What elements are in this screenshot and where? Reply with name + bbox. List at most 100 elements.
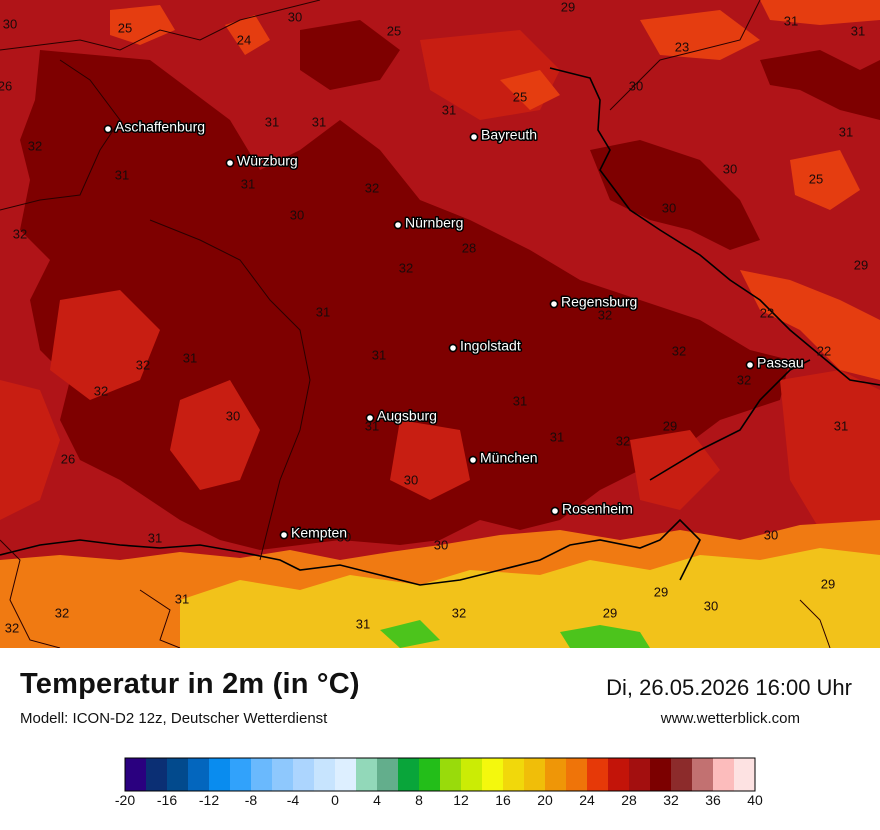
- legend-swatch: [503, 758, 525, 791]
- warm-zone: [780, 370, 880, 540]
- cities-layer: Aschaffenburg Würzburg Bayreuth Nürnberg Reg…: [103, 117, 805, 542]
- temperature-value: 32: [94, 383, 108, 398]
- temperature-value: 30: [434, 537, 448, 552]
- legend-tick-label: 40: [747, 792, 763, 808]
- city-marker: Kempten: [279, 523, 349, 542]
- city-dot: [103, 124, 113, 134]
- city-dot: [550, 506, 560, 516]
- legend-swatch: [419, 758, 441, 791]
- temperature-value: 30: [3, 16, 17, 31]
- legend-swatch: [293, 758, 315, 791]
- city-label: Regensburg: [561, 294, 637, 310]
- city-marker: München: [468, 448, 539, 467]
- legend-swatch: [167, 758, 189, 791]
- orange-zone: [740, 270, 880, 380]
- city-marker: Augsburg: [365, 406, 438, 425]
- legend-swatch: [125, 758, 147, 791]
- temperature-value: 31: [115, 167, 129, 182]
- legend-swatch: [314, 758, 336, 791]
- temperature-value: 30: [290, 207, 304, 222]
- state-border: [0, 0, 321, 51]
- legend-swatch: [188, 758, 210, 791]
- temperature-value: 31: [175, 591, 189, 606]
- hot-zone: [590, 140, 760, 250]
- temperature-value: 25: [387, 23, 401, 38]
- warm-zone: [170, 380, 260, 490]
- temperature-value: 31: [372, 347, 386, 362]
- temperature-value: 30: [288, 9, 302, 24]
- legend-tick-label: -16: [157, 792, 177, 808]
- temperature-value: 30: [404, 472, 418, 487]
- legend-swatch: [692, 758, 714, 791]
- city-marker: Ingolstadt: [448, 336, 522, 355]
- temperature-value: 32: [452, 605, 466, 620]
- state-border: [0, 539, 61, 648]
- temperature-value: 30: [226, 408, 240, 423]
- hot-zone: [760, 50, 880, 120]
- temperature-value: 30: [704, 598, 718, 613]
- alpine-yellow-zone: [180, 548, 880, 648]
- warm-zone: [630, 430, 720, 510]
- country-border: [649, 359, 811, 481]
- temperature-value: 32: [13, 226, 27, 241]
- temperature-value: 32: [598, 307, 612, 322]
- temperature-value: 31: [148, 530, 162, 545]
- temperature-value: 28: [462, 240, 476, 255]
- temperature-value: 26: [0, 78, 12, 93]
- city-marker: Rosenheim: [550, 499, 634, 518]
- state-border: [609, 0, 761, 111]
- temperature-value: 31: [442, 102, 456, 117]
- city-label: Nürnberg: [405, 215, 463, 231]
- city-marker: Würzburg: [225, 151, 299, 170]
- warm-zone: [0, 380, 60, 520]
- alpine-zone-layer: [0, 520, 880, 648]
- legend-swatch: [356, 758, 378, 791]
- legend-tick-label: 20: [537, 792, 553, 808]
- temperature-value: 30: [337, 529, 351, 544]
- alpine-green-zone: [560, 625, 650, 648]
- orange-zone: [790, 150, 860, 210]
- country-border: [549, 67, 880, 386]
- temperature-value: 32: [737, 372, 751, 387]
- legend-swatch: [566, 758, 588, 791]
- city-marker: Aschaffenburg: [103, 117, 207, 136]
- city-marker: Passau: [745, 353, 805, 372]
- alpine-green-zone: [380, 620, 440, 648]
- state-border: [139, 589, 181, 648]
- temperature-value: 31: [183, 350, 197, 365]
- legend-tick-label: -8: [245, 792, 258, 808]
- temperature-value: 24: [237, 32, 251, 47]
- legend-swatch: [251, 758, 273, 791]
- temperature-value: 30: [662, 200, 676, 215]
- legend-swatch: [209, 758, 231, 791]
- legend-tick-label: 32: [663, 792, 679, 808]
- temperature-value: 31: [365, 418, 379, 433]
- temperature-value: 29: [821, 576, 835, 591]
- city-dot: [393, 220, 403, 230]
- map-title: Temperatur in 2m (in °C): [20, 668, 360, 700]
- temperature-value: 31: [356, 616, 370, 631]
- city-dot: [448, 343, 458, 353]
- website-link[interactable]: www.wetterblick.com: [660, 710, 800, 727]
- legend-tick-label: 12: [453, 792, 469, 808]
- temperature-value: 30: [764, 527, 778, 542]
- orange-zone: [640, 10, 760, 60]
- city-label: Augsburg: [377, 408, 437, 424]
- legend-swatch: [440, 758, 462, 791]
- city-label: München: [480, 450, 538, 466]
- temperature-value: 29: [854, 257, 868, 272]
- legend-tick-label: 24: [579, 792, 595, 808]
- temperature-value: 31: [839, 124, 853, 139]
- border-layer: [0, 0, 880, 648]
- legend-tick-label: -20: [115, 792, 135, 808]
- temperature-value: 31: [834, 418, 848, 433]
- temperature-map: 30 30 29 31 31 25 24 25 23 26 31 31 25 30 32 31 31 30 31 30…: [0, 0, 880, 648]
- warm-zone: [390, 420, 470, 500]
- temperature-value: 32: [616, 433, 630, 448]
- legend-tick-label: 16: [495, 792, 511, 808]
- temperature-value: 31: [550, 429, 564, 444]
- temperature-value: 31: [513, 393, 527, 408]
- city-dot: [279, 530, 289, 540]
- temperature-value: 22: [760, 305, 774, 320]
- city-dot: [468, 455, 478, 465]
